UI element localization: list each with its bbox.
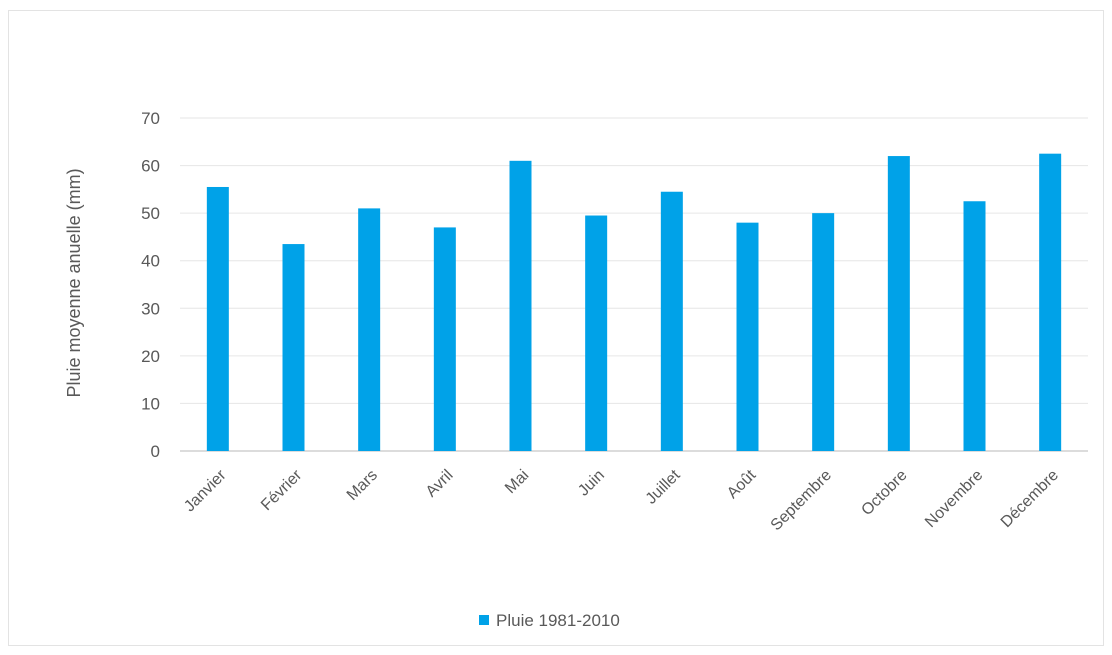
bar bbox=[812, 213, 835, 451]
y-tick-label: 50 bbox=[141, 204, 160, 223]
x-tick-label: Avril bbox=[423, 467, 457, 501]
bar bbox=[282, 244, 305, 451]
y-tick-label: 20 bbox=[141, 347, 160, 366]
x-tick-label: Novembre bbox=[922, 467, 986, 531]
y-tick-label: 70 bbox=[141, 109, 160, 128]
bar bbox=[509, 160, 532, 452]
x-tick-label: Mai bbox=[502, 467, 532, 497]
bar bbox=[206, 186, 229, 451]
x-tick-label: Février bbox=[258, 466, 306, 514]
x-tick-label: Août bbox=[724, 466, 760, 502]
x-tick-label: Décembre bbox=[998, 467, 1062, 531]
bar bbox=[1039, 153, 1062, 451]
legend: Pluie 1981-2010 bbox=[479, 611, 620, 630]
bar bbox=[358, 208, 381, 451]
y-tick-label: 40 bbox=[141, 252, 160, 271]
chart-frame bbox=[8, 10, 1104, 646]
x-tick-label: Mars bbox=[344, 467, 381, 504]
legend-label: Pluie 1981-2010 bbox=[496, 611, 620, 630]
bar bbox=[585, 215, 608, 451]
y-tick-label: 30 bbox=[141, 299, 160, 318]
x-tick-label: Janvier bbox=[181, 466, 230, 515]
bars bbox=[206, 153, 1062, 452]
y-tick-label: 0 bbox=[151, 442, 160, 461]
bar bbox=[887, 156, 910, 452]
x-tick-label: Juillet bbox=[643, 466, 684, 507]
y-tick-label: 60 bbox=[141, 157, 160, 176]
bar bbox=[736, 222, 759, 451]
gridlines bbox=[180, 117, 1088, 452]
y-axis-ticks: 0 10 20 30 40 50 60 70 bbox=[141, 109, 160, 461]
bar bbox=[660, 191, 683, 451]
legend-swatch bbox=[479, 615, 489, 625]
x-axis-labels: Janvier Février Mars Avril Mai Juin Juillet Aoû… bbox=[181, 466, 1062, 534]
bar bbox=[433, 227, 456, 451]
x-tick-label: Juin bbox=[575, 467, 608, 500]
x-tick-label: Septembre bbox=[768, 467, 835, 534]
bar bbox=[963, 201, 986, 451]
y-axis-title: Pluie moyenne anuelle (mm) bbox=[64, 168, 84, 397]
y-tick-label: 10 bbox=[141, 394, 160, 413]
x-tick-label: Octobre bbox=[858, 467, 910, 519]
